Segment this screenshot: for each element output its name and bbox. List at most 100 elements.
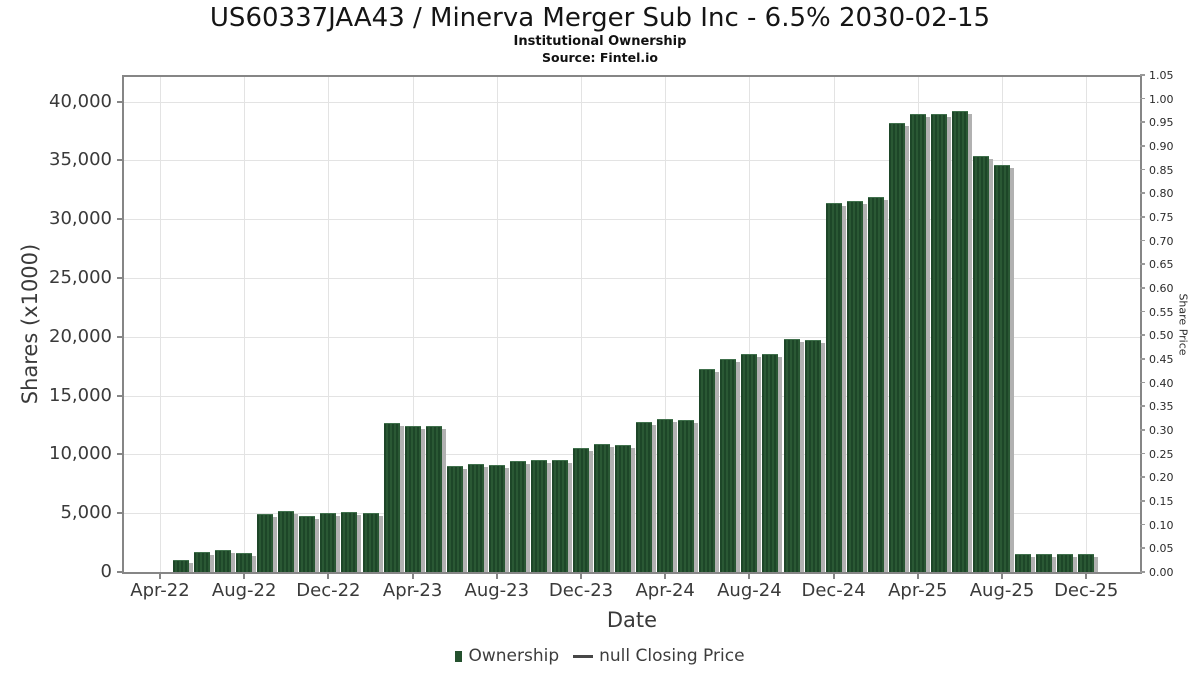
y-axis-right-tick-label: 1.00 — [1149, 92, 1174, 106]
bar-Dec-24[interactable] — [825, 203, 842, 573]
bar-Oct-23[interactable] — [530, 460, 547, 573]
bar-Jul-23[interactable] — [467, 464, 484, 573]
y-axis-right-tick-label: 0.60 — [1149, 282, 1174, 296]
bar-Jun-24[interactable] — [699, 369, 716, 573]
gridline-vertical — [1086, 77, 1088, 572]
bar-Aug-23[interactable] — [488, 465, 505, 573]
bar-Mar-24[interactable] — [636, 422, 653, 573]
bar-Apr-24[interactable] — [657, 419, 674, 573]
y-axis-right-tick-label: 0.05 — [1149, 542, 1174, 556]
y-axis-right-tickmark — [1140, 310, 1145, 313]
bar-Sep-22[interactable] — [257, 514, 274, 573]
y-axis-right-tick-label: 0.25 — [1149, 447, 1174, 461]
y-axis-right-tickmark — [1140, 334, 1145, 336]
bar-Aug-24[interactable] — [741, 354, 758, 573]
legend-closing-price-label: null Closing Price — [599, 646, 745, 666]
bar-Jan-25[interactable] — [846, 201, 863, 573]
y-axis-left-tickmark — [117, 394, 122, 397]
y-axis-right-tick-label: 0.70 — [1149, 234, 1174, 248]
bar-Feb-25[interactable] — [867, 197, 884, 573]
bar-Jan-24[interactable] — [594, 444, 611, 573]
y-axis-right-tickmark — [1140, 239, 1145, 242]
bar-Jun-23[interactable] — [446, 466, 463, 573]
bar-Mar-23[interactable] — [383, 423, 400, 573]
bar-Dec-25[interactable] — [1078, 554, 1095, 573]
bar-Oct-25[interactable] — [1036, 554, 1053, 573]
bar-Oct-22[interactable] — [278, 511, 295, 573]
gridline-vertical — [160, 77, 161, 572]
ownership-swatch-icon — [455, 650, 463, 662]
x-axis-tickmark — [1085, 574, 1088, 579]
legend-item-ownership[interactable]: Ownership — [455, 646, 559, 666]
x-axis-tick-label: Apr-25 — [888, 580, 948, 601]
bar-Mar-25[interactable] — [888, 123, 905, 573]
bar-Jul-24[interactable] — [720, 359, 737, 573]
bar-Jul-22[interactable] — [215, 550, 232, 573]
y-axis-right-tick-label: 0.65 — [1149, 258, 1174, 272]
y-axis-left-tickmark — [117, 277, 122, 280]
gridline-horizontal — [124, 101, 1140, 103]
bar-Dec-23[interactable] — [573, 448, 589, 573]
y-axis-right-tick-label: 0.30 — [1149, 424, 1174, 437]
x-axis-tick-label: Aug-22 — [211, 580, 277, 601]
y-axis-right-tickmark — [1140, 168, 1145, 171]
bar-Jun-25[interactable] — [951, 111, 968, 573]
gridline-horizontal — [124, 219, 1140, 221]
legend-ownership-label: Ownership — [468, 646, 560, 666]
bar-Oct-24[interactable] — [783, 339, 800, 573]
y-axis-right-tick-label: 0.35 — [1149, 400, 1174, 414]
y-axis-left-tick-label: 40,000 — [49, 90, 112, 112]
x-axis-tick-label: Dec-25 — [1054, 580, 1119, 601]
bar-Aug-25[interactable] — [994, 165, 1010, 573]
bar-May-24[interactable] — [678, 420, 695, 573]
x-axis-tickmark — [327, 574, 330, 579]
y-axis-right-tick-label: 0.75 — [1149, 211, 1174, 225]
y-axis-right-tick-label: 0.55 — [1149, 305, 1174, 319]
y-axis-right-tick-label: 0.00 — [1149, 566, 1174, 579]
x-axis-tick-label: Aug-24 — [717, 580, 782, 601]
bar-Nov-25[interactable] — [1057, 554, 1074, 573]
bar-Apr-25[interactable] — [909, 114, 926, 573]
bar-Feb-23[interactable] — [362, 513, 379, 573]
bar-Apr-23[interactable] — [404, 426, 421, 573]
y-axis-right-tickmark — [1140, 571, 1145, 573]
y-axis-right-tickmark — [1140, 287, 1145, 289]
y-axis-right-tickmark — [1140, 358, 1145, 360]
y-axis-right-tickmark — [1140, 429, 1145, 431]
chart-subtitle: Institutional Ownership — [513, 34, 687, 49]
x-axis-tick-label: Apr-22 — [130, 580, 190, 601]
closing-price-line-icon — [573, 654, 594, 658]
y-axis-right-tickmark — [1140, 500, 1145, 502]
bar-Sep-23[interactable] — [509, 461, 526, 573]
x-axis-tickmark — [916, 574, 919, 579]
y-axis-left-title: Shares (x1000) — [18, 243, 42, 404]
bar-Aug-22[interactable] — [236, 553, 253, 573]
bar-May-25[interactable] — [930, 114, 947, 573]
y-axis-left-tick-label: 10,000 — [49, 443, 112, 465]
bar-Jun-22[interactable] — [194, 552, 211, 573]
chart-title: US60337JAA43 / Minerva Merger Sub Inc - … — [209, 3, 991, 33]
y-axis-left-tick-label: 5,000 — [60, 502, 112, 524]
bar-Sep-25[interactable] — [1015, 554, 1032, 573]
bar-Jul-25[interactable] — [972, 156, 989, 573]
y-axis-left-tick-label: 25,000 — [49, 267, 112, 289]
bar-Feb-24[interactable] — [615, 445, 632, 573]
gridline-horizontal — [124, 336, 1140, 338]
bar-May-23[interactable] — [425, 426, 442, 573]
y-axis-right-tick-label: 0.15 — [1149, 495, 1174, 508]
bar-Nov-24[interactable] — [804, 340, 821, 573]
gridline-vertical — [749, 77, 751, 572]
bar-Nov-22[interactable] — [299, 516, 316, 573]
y-axis-right-tickmark — [1140, 263, 1145, 265]
bar-Sep-24[interactable] — [762, 354, 779, 573]
bar-May-22[interactable] — [173, 560, 190, 573]
bar-Nov-23[interactable] — [551, 460, 568, 573]
y-axis-right-tickmark — [1140, 192, 1145, 194]
bar-Dec-22[interactable] — [320, 513, 337, 573]
bar-Jan-23[interactable] — [341, 512, 358, 573]
y-axis-left-tickmark — [117, 512, 122, 515]
y-axis-left-tickmark — [117, 571, 122, 573]
legend-item-closing-price[interactable]: null Closing Price — [573, 646, 745, 666]
gridline-vertical — [581, 77, 582, 572]
